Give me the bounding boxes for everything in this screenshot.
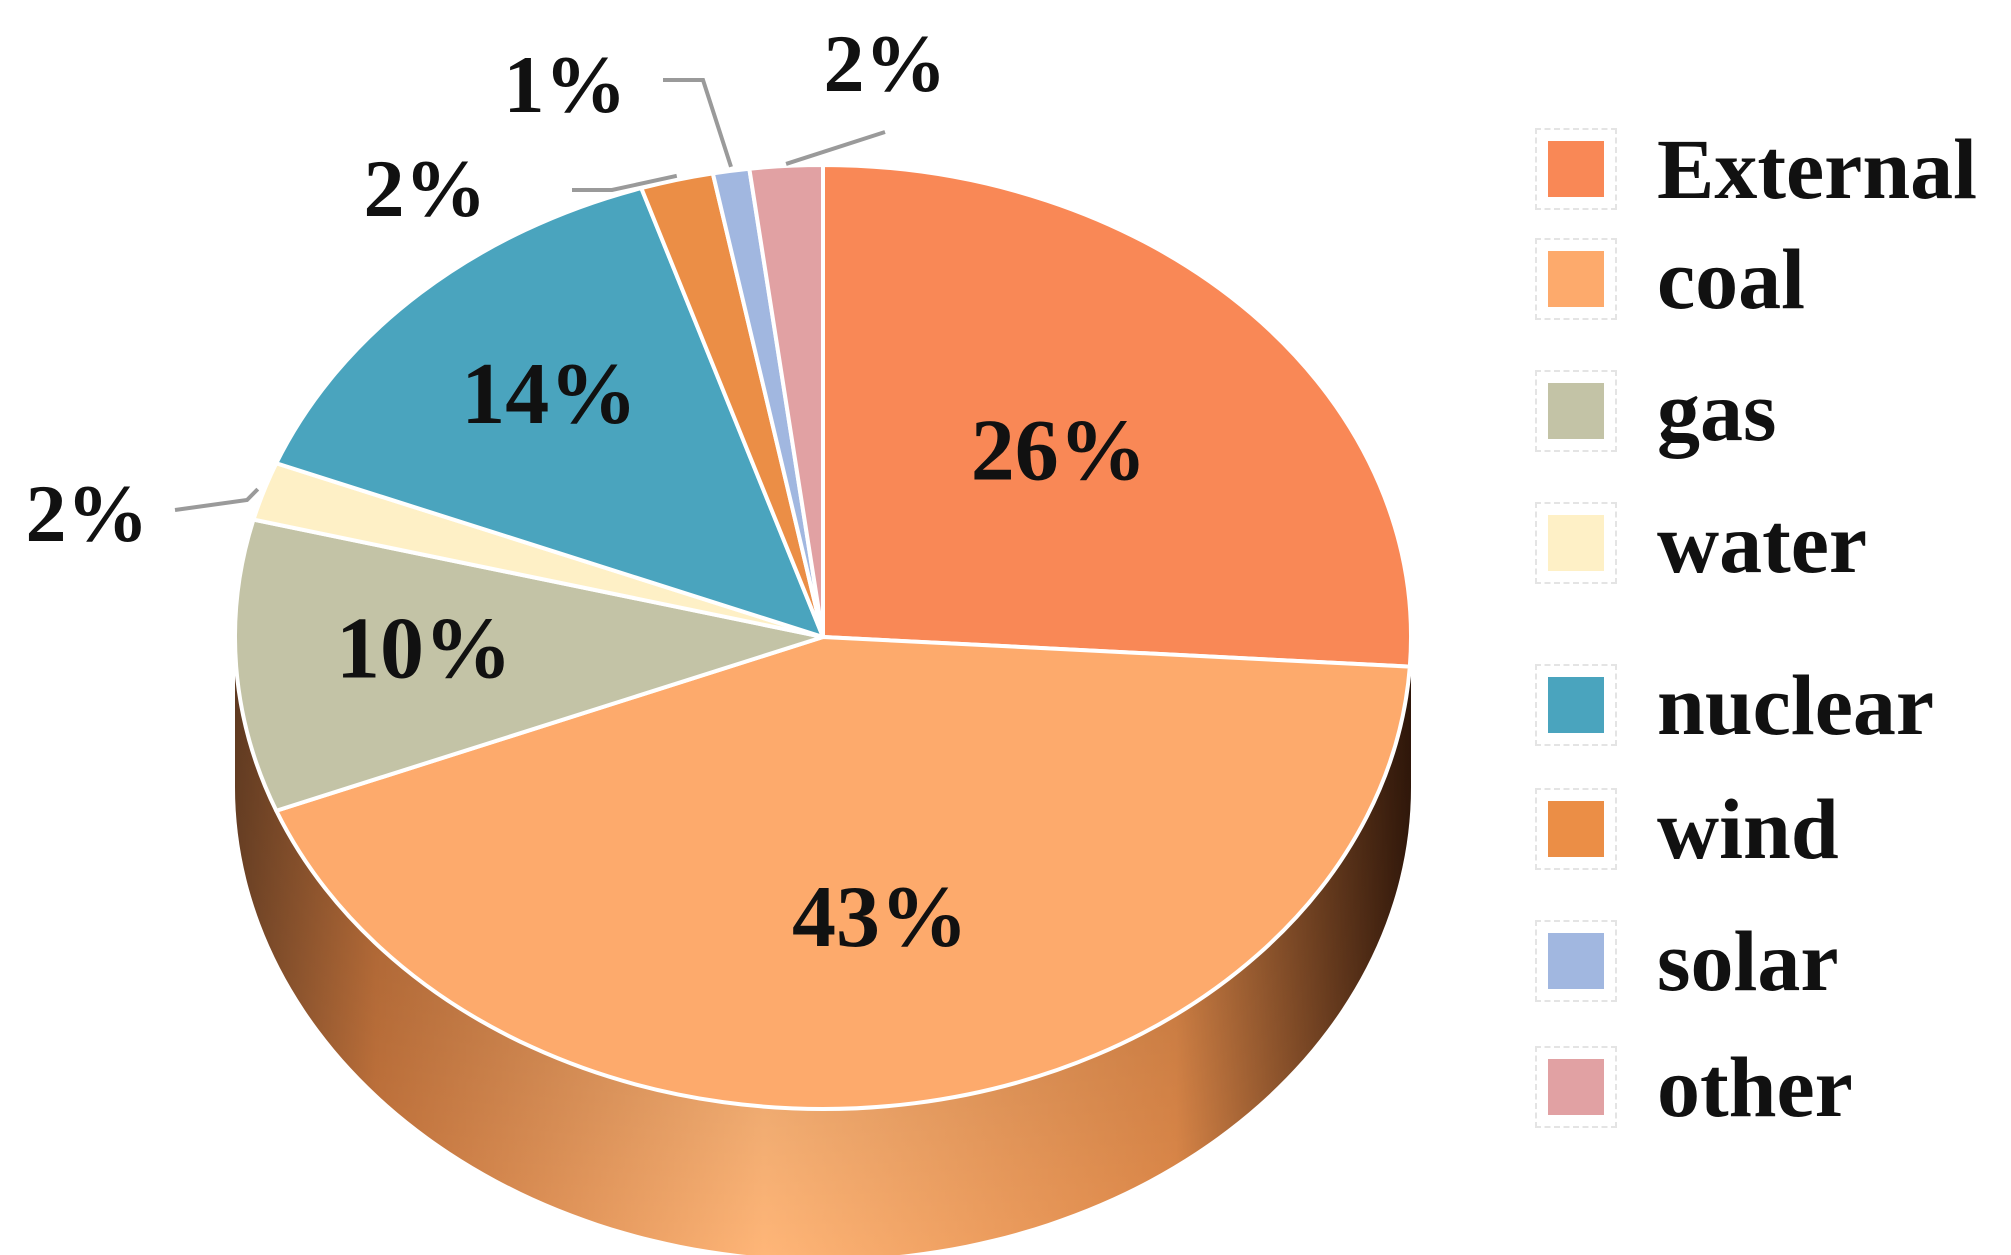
- pie-slice-other: [747, 163, 825, 639]
- legend-swatch: [1548, 383, 1604, 439]
- legend-label: water: [1657, 495, 1868, 591]
- legend-swatch: [1548, 677, 1604, 733]
- data-label-external: 26%: [971, 402, 1147, 499]
- legend-item-gas: gas: [1535, 368, 1776, 454]
- data-label-other: 2%: [824, 18, 947, 109]
- legend-label: coal: [1657, 231, 1806, 327]
- legend-item-wind: wind: [1535, 786, 1839, 872]
- pie-slice-coal: [274, 635, 1412, 1111]
- pie-side-layer: [235, 637, 1411, 1255]
- leader-line-other: [785, 130, 886, 166]
- pie-leader-layer: [174, 78, 886, 512]
- legend-swatch-frame: [1535, 920, 1617, 1002]
- legend-label: wind: [1657, 781, 1839, 877]
- legend-item-water: water: [1535, 500, 1867, 586]
- legend-label: gas: [1657, 363, 1777, 459]
- data-label-solar: 1%: [504, 39, 627, 130]
- data-label-wind: 2%: [364, 143, 487, 234]
- pie-svg: 26%43%10%2%14%2%1% 2%: [26, 18, 1413, 1255]
- legend-swatch: [1548, 933, 1604, 989]
- legend-item-other: other: [1535, 1044, 1853, 1130]
- legend-label: other: [1657, 1039, 1853, 1135]
- legend-item-solar: solar: [1535, 918, 1839, 1004]
- leader-line-solar: [663, 78, 733, 168]
- legend-swatch: [1548, 801, 1604, 857]
- legend-swatch-frame: [1535, 788, 1617, 870]
- data-label-water: 2%: [26, 468, 149, 559]
- legend-swatch: [1548, 515, 1604, 571]
- pie-slice-gas: [233, 517, 825, 813]
- legend-swatch: [1548, 141, 1604, 197]
- legend-item-coal: coal: [1535, 236, 1805, 322]
- legend-swatch-frame: [1535, 664, 1617, 746]
- pie-chart: 26% 43% 10% 2% 14% 2% 1% 2%: [26, 18, 1413, 1255]
- pie-slice-external: [821, 163, 1413, 669]
- leader-line-wind: [572, 173, 678, 192]
- pie-label-layer: 26%43%10%2%14%2%1% 2%: [26, 18, 1147, 966]
- legend-swatch-frame: [1535, 128, 1617, 210]
- legend-label: solar: [1657, 913, 1839, 1009]
- legend-item-nuclear: nuclear: [1535, 662, 1934, 748]
- legend-swatch-frame: [1535, 1046, 1617, 1128]
- legend-swatch-frame: [1535, 238, 1617, 320]
- legend-swatch: [1548, 251, 1604, 307]
- legend-item-external: External: [1535, 126, 1977, 212]
- legend-label: External: [1657, 121, 1978, 217]
- data-label-nuclear: 14%: [461, 346, 637, 443]
- pie-slice-layer: [233, 163, 1413, 1111]
- leader-line-water: [174, 487, 260, 512]
- pie-side-shade: [235, 637, 1411, 1255]
- legend-label: nuclear: [1657, 657, 1935, 753]
- data-label-gas: 10%: [336, 600, 512, 697]
- legend-swatch-frame: [1535, 370, 1617, 452]
- legend-swatch: [1548, 1059, 1604, 1115]
- legend-swatch-frame: [1535, 502, 1617, 584]
- data-label-coal: 43%: [792, 869, 968, 966]
